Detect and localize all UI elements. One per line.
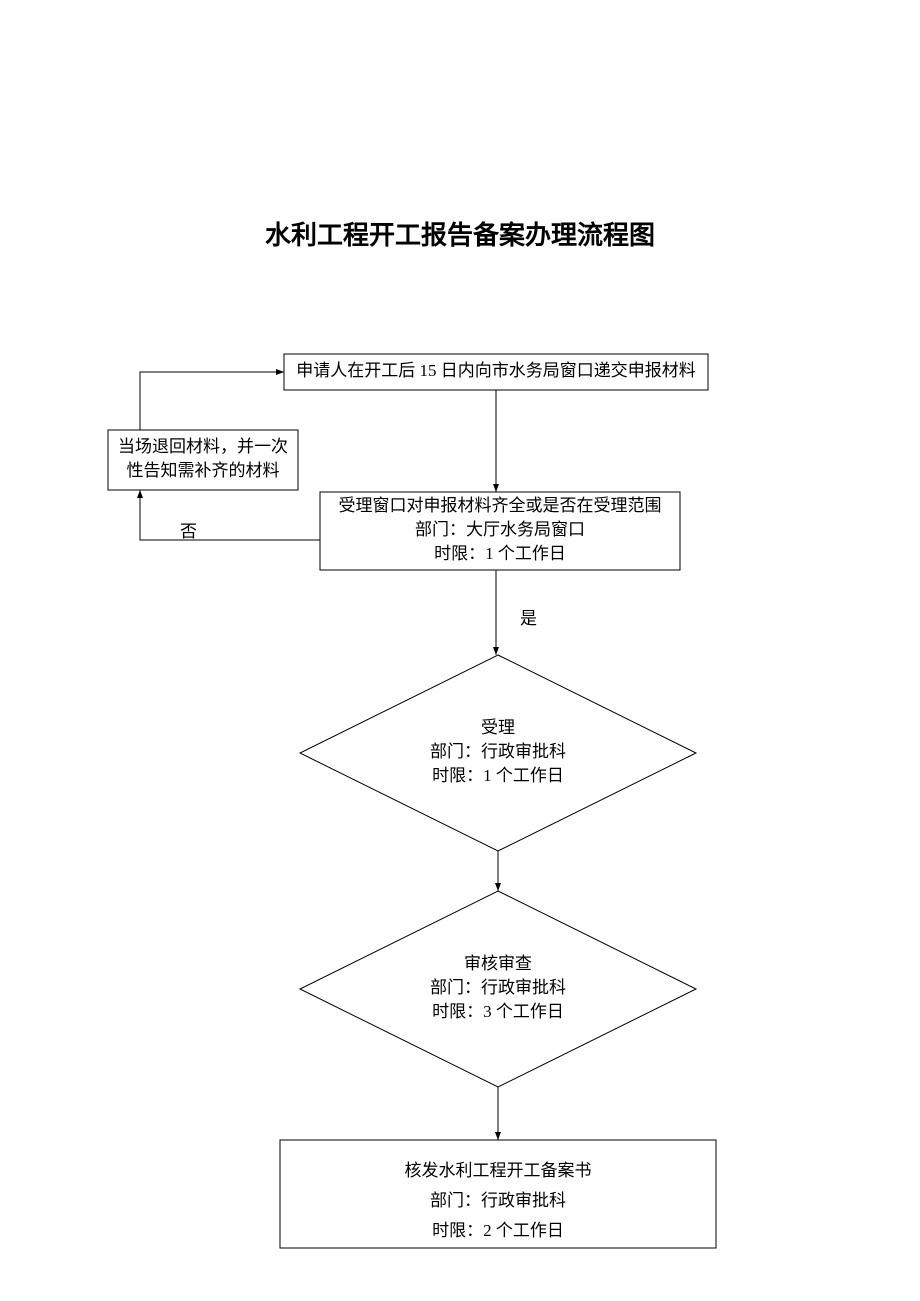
edge-label: 否 (180, 522, 197, 541)
node-text: 当场退回材料，并一次 (118, 437, 288, 456)
node-text: 时限：1 个工作日 (434, 544, 566, 563)
flow-edge (140, 372, 284, 430)
node-text: 申请人在开工后 15 日内向市水务局窗口递交申报材料 (296, 361, 696, 380)
flow-edge (140, 490, 320, 540)
node-text: 受理窗口对申报材料齐全或是否在受理范围 (339, 496, 662, 515)
node-text: 受理 (481, 718, 515, 737)
node-text: 时限：1 个工作日 (432, 766, 564, 785)
node-text: 核发水利工程开工备案书 (405, 1161, 592, 1180)
node-text: 性告知需补齐的材料 (127, 461, 280, 480)
node-text: 部门：大厅水务局窗口 (415, 520, 585, 539)
flowchart: 是 否 申请人在开工后 15 日内向市水务局窗口递交申报材料当场退回材料，并一次性告… (0, 0, 920, 1301)
edge-label: 是 (520, 609, 537, 628)
node-text: 部门：行政审批科 (430, 978, 566, 997)
node-text: 部门：行政审批科 (430, 1191, 566, 1210)
page: 水利工程开工报告备案办理流程图 是否申请人在开工后 15 日内向市水务局窗口递交… (0, 0, 920, 1301)
node-text: 时限：2 个工作日 (432, 1221, 564, 1240)
node-text: 时限：3 个工作日 (432, 1002, 564, 1021)
node-text: 部门：行政审批科 (430, 742, 566, 761)
node-text: 审核审查 (464, 954, 532, 973)
